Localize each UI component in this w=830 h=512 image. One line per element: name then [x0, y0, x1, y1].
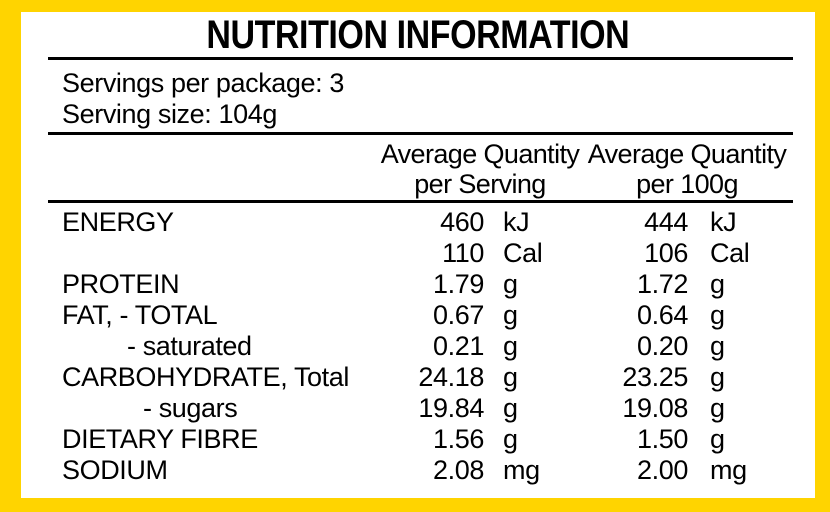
nutrient-label: DIETARY FIBRE — [62, 424, 258, 454]
per-serving-unit: g — [503, 269, 518, 299]
per-100g-value: 23.25 — [622, 362, 688, 392]
nutrient-row-carbohydrate-sugars: - sugars 19.84 g 19.08 g — [48, 393, 793, 424]
per-serving-value: 2.08 — [433, 455, 484, 485]
per-serving-unit: g — [503, 362, 518, 392]
panel-title: NUTRITION INFORMATION — [21, 14, 815, 57]
nutrient-table: ENERGY 460 kJ 444 kJ 110 Cal 106 Cal PRO… — [48, 207, 793, 486]
nutrient-label: SODIUM — [62, 455, 168, 485]
nutrient-label: - sugars — [143, 393, 238, 423]
nutrient-label: - saturated — [127, 331, 252, 361]
per-serving-unit: g — [503, 424, 518, 454]
nutrient-label: FAT, - TOTAL — [62, 300, 218, 330]
divider-under-title — [48, 57, 793, 60]
per-serving-value: 460 — [440, 207, 484, 237]
per-serving-value: 19.84 — [418, 393, 484, 423]
column-header-per-100g: Average Quantity per 100g — [588, 139, 787, 199]
column-header-per-100g-line1: Average Quantity — [587, 139, 787, 169]
per-serving-unit: mg — [503, 455, 540, 485]
per-serving-value: 110 — [442, 238, 484, 268]
per-serving-unit: g — [503, 331, 518, 361]
per-serving-unit: Cal — [503, 238, 543, 268]
per-serving-value: 24.18 — [418, 362, 484, 392]
per-100g-value: 0.20 — [637, 331, 688, 361]
servings-per-package-text: Servings per package: 3 — [62, 68, 344, 98]
column-header-per-serving-line1: Average Quantity — [380, 139, 580, 169]
per-100g-unit: g — [710, 424, 725, 454]
per-100g-value: 2.00 — [637, 455, 688, 485]
per-100g-value: 19.08 — [622, 393, 688, 423]
nutrient-row-carbohydrate-total: CARBOHYDRATE, Total 24.18 g 23.25 g — [48, 362, 793, 393]
nutrient-label: CARBOHYDRATE, Total — [62, 362, 349, 392]
column-headers: Average Quantity per Serving Average Qua… — [48, 137, 793, 200]
per-serving-value: 0.67 — [433, 300, 484, 330]
per-100g-value: 1.50 — [637, 424, 688, 454]
nutrition-information-panel: NUTRITION INFORMATION Servings per packa… — [21, 12, 815, 498]
nutrient-row-dietary-fibre: DIETARY FIBRE 1.56 g 1.50 g — [48, 424, 793, 455]
per-serving-unit: g — [503, 393, 518, 423]
per-serving-value: 1.79 — [433, 269, 484, 299]
per-100g-value: 106 — [644, 238, 688, 268]
nutrient-label — [48, 238, 400, 269]
column-header-per-serving-line2: per Serving — [414, 169, 546, 199]
per-serving-value: 0.21 — [433, 331, 484, 361]
package-info: Servings per package: 3 Serving size: 10… — [62, 68, 815, 130]
per-serving-unit: kJ — [503, 207, 530, 237]
per-100g-unit: kJ — [710, 207, 737, 237]
nutrient-row-fat-total: FAT, - TOTAL 0.67 g 0.64 g — [48, 300, 793, 331]
nutrient-row-sodium: SODIUM 2.08 mg 2.00 mg — [48, 455, 793, 486]
per-100g-unit: g — [710, 300, 725, 330]
per-100g-unit: g — [710, 362, 725, 392]
per-100g-value: 0.64 — [637, 300, 688, 330]
nutrient-row-energy: ENERGY 460 kJ 444 kJ — [48, 207, 793, 238]
per-serving-value: 1.56 — [433, 424, 484, 454]
per-100g-unit: g — [710, 331, 725, 361]
per-100g-unit: mg — [710, 455, 747, 485]
per-100g-value: 1.72 — [637, 269, 688, 299]
nutrient-label: PROTEIN — [62, 269, 180, 299]
nutrient-label: ENERGY — [62, 207, 174, 237]
nutrient-row-protein: PROTEIN 1.79 g 1.72 g — [48, 269, 793, 300]
panel-title-text: NUTRITION INFORMATION — [206, 13, 630, 57]
serving-size-text: Serving size: 104g — [62, 99, 277, 129]
divider-under-column-headers — [48, 200, 793, 203]
per-100g-unit: Cal — [710, 238, 750, 268]
per-100g-unit: g — [710, 269, 725, 299]
column-header-per-serving: Average Quantity per Serving — [381, 139, 580, 199]
per-serving-unit: g — [503, 300, 518, 330]
per-100g-value: 444 — [644, 207, 688, 237]
per-100g-unit: g — [710, 393, 725, 423]
nutrient-row-fat-saturated: - saturated 0.21 g 0.20 g — [48, 331, 793, 362]
divider-under-package-info — [48, 132, 793, 135]
column-header-per-100g-line2: per 100g — [636, 169, 738, 199]
nutrient-row-energy-calories: 110 Cal 106 Cal — [48, 238, 793, 269]
